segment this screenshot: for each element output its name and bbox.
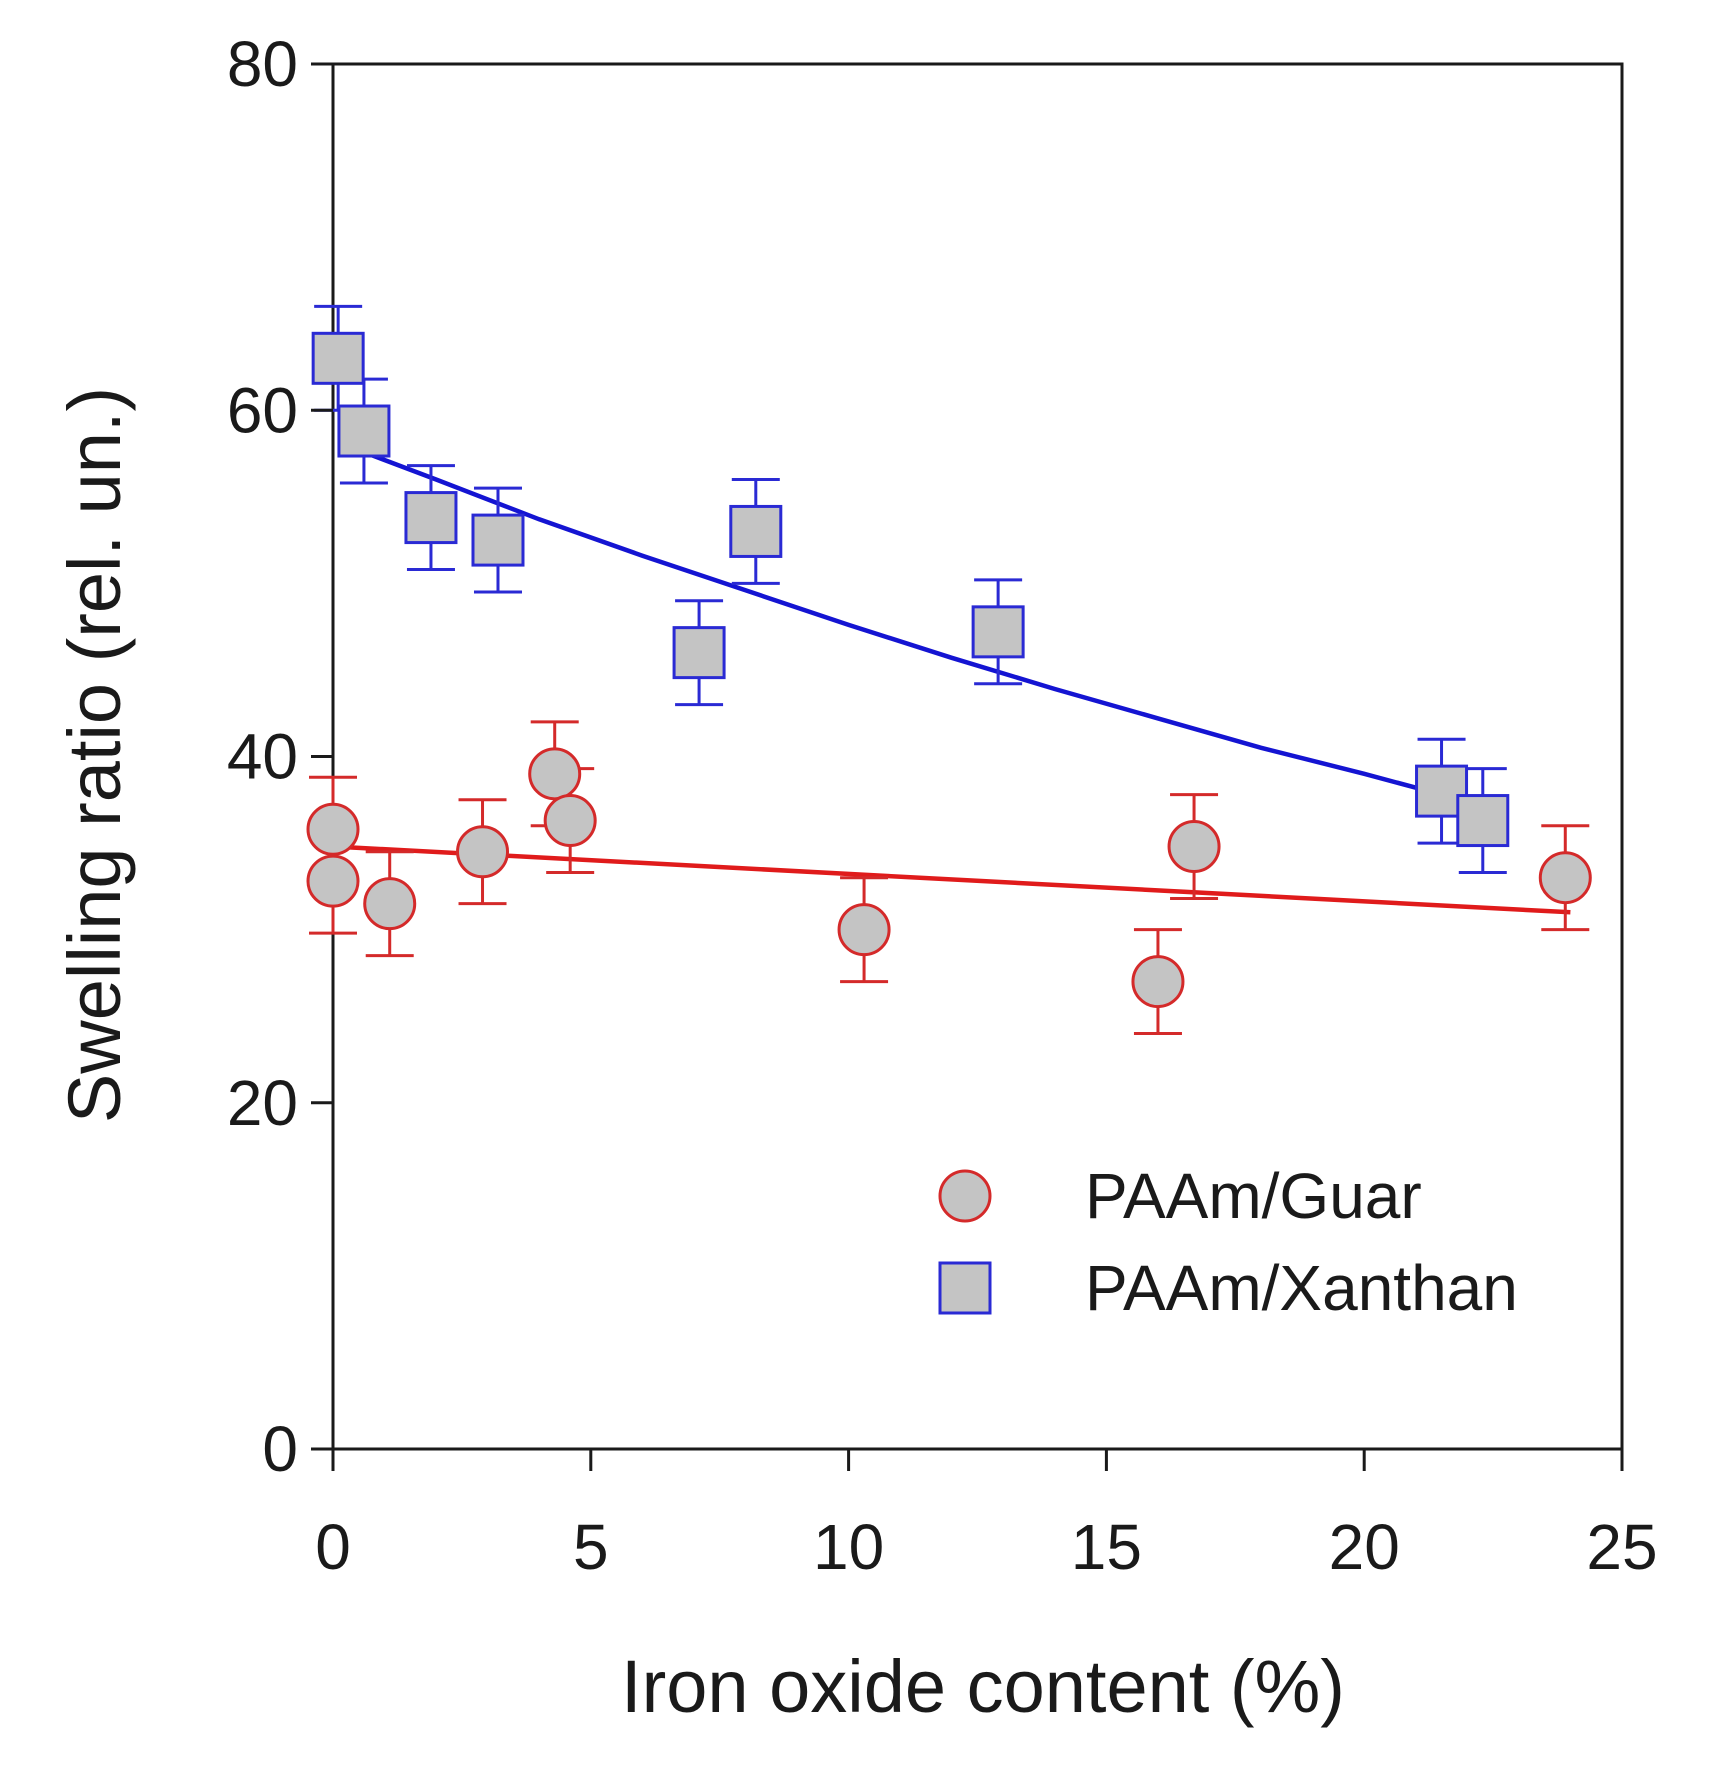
x-tick-label-0: 0 bbox=[315, 1511, 351, 1583]
point-guar-1 bbox=[306, 854, 360, 908]
legend-label-paam-guar: PAAm/Guar bbox=[1085, 1160, 1422, 1232]
legend-marker-paam-xanthan bbox=[938, 1261, 992, 1315]
point-xanthan-8 bbox=[1456, 794, 1510, 848]
plot-frame bbox=[331, 62, 1624, 1451]
legend: PAAm/Guar PAAm/Xanthan bbox=[938, 1160, 1518, 1324]
y-tick-label-0: 0 bbox=[262, 1413, 298, 1485]
point-xanthan-0 bbox=[311, 331, 365, 385]
x-tick-label-2: 10 bbox=[813, 1511, 884, 1583]
axis-ticks: 0 5 10 15 20 25 0 20 40 60 80 bbox=[227, 28, 1658, 1583]
y-axis-title: Swelling ratio (rel. un.) bbox=[53, 387, 136, 1123]
point-guar-2 bbox=[363, 877, 417, 931]
fit-line-paam-xanthan bbox=[352, 446, 1443, 797]
x-axis-title: Iron oxide content (%) bbox=[621, 1645, 1345, 1728]
point-guar-5 bbox=[543, 794, 597, 848]
point-xanthan-1 bbox=[337, 404, 391, 458]
point-xanthan-6 bbox=[971, 605, 1025, 659]
fit-line-paam-guar bbox=[332, 844, 1571, 915]
point-xanthan-3 bbox=[471, 513, 525, 567]
data-points bbox=[306, 331, 1592, 1009]
point-guar-3 bbox=[456, 825, 510, 879]
y-tick-label-3: 60 bbox=[227, 374, 298, 446]
error-bars bbox=[309, 304, 1590, 1035]
x-tick-label-3: 15 bbox=[1071, 1511, 1142, 1583]
y-tick-label-4: 80 bbox=[227, 28, 298, 100]
point-guar-9 bbox=[1538, 851, 1592, 905]
plot-border bbox=[331, 62, 1624, 1451]
point-guar-7 bbox=[1131, 955, 1185, 1009]
fit-lines bbox=[332, 446, 1571, 915]
point-guar-6 bbox=[837, 903, 891, 957]
x-tick-label-1: 5 bbox=[573, 1511, 609, 1583]
point-guar-0 bbox=[306, 802, 360, 856]
point-guar-8 bbox=[1167, 820, 1221, 874]
y-tick-label-2: 40 bbox=[227, 721, 298, 793]
point-xanthan-5 bbox=[729, 504, 783, 558]
legend-marker-paam-guar bbox=[938, 1169, 992, 1223]
point-xanthan-4 bbox=[672, 626, 726, 680]
x-tick-label-4: 20 bbox=[1329, 1511, 1400, 1583]
x-tick-label-5: 25 bbox=[1586, 1511, 1657, 1583]
legend-label-paam-xanthan: PAAm/Xanthan bbox=[1085, 1252, 1518, 1324]
point-xanthan-2 bbox=[404, 491, 458, 545]
point-guar-4 bbox=[528, 747, 582, 801]
y-tick-label-1: 20 bbox=[227, 1067, 298, 1139]
